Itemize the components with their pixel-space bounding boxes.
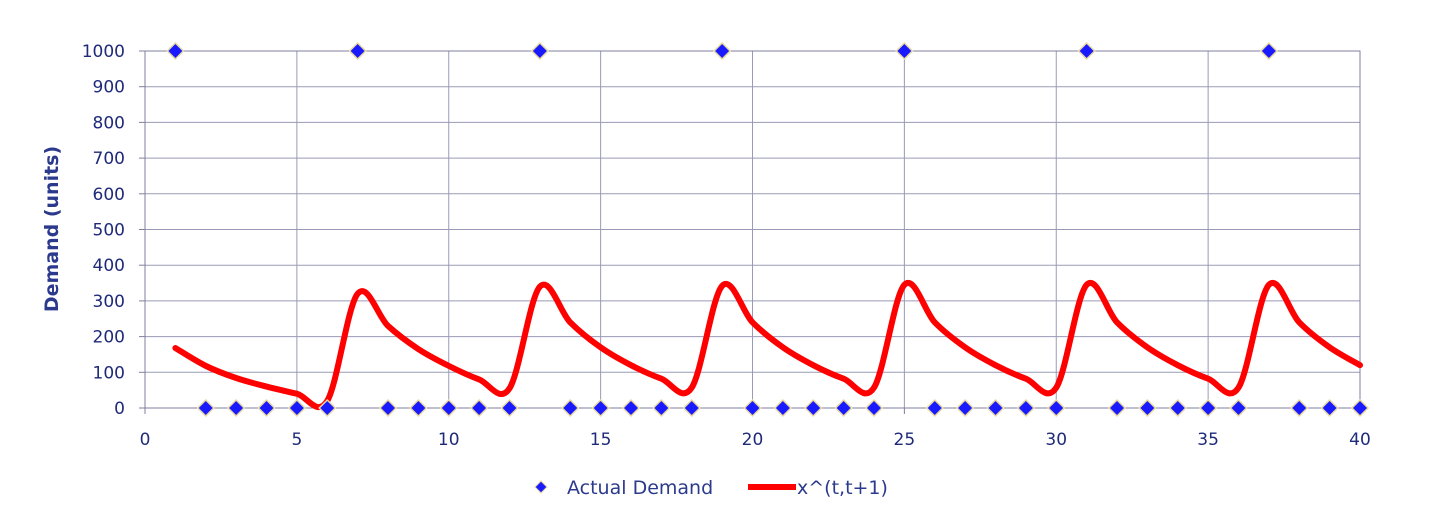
- y-tick-label: 1000: [82, 42, 125, 62]
- actual-demand-point: [530, 41, 549, 61]
- x-tick-label: 0: [140, 430, 151, 450]
- y-axis-title: Demand (units): [41, 146, 63, 312]
- actual-demand-point: [1047, 398, 1066, 418]
- actual-demand-point: [470, 398, 489, 418]
- actual-demand-point: [1077, 41, 1096, 61]
- actual-demand-point: [1229, 398, 1248, 418]
- legend-label-actual-demand: Actual Demand: [567, 477, 713, 499]
- y-tick-label: 0: [114, 399, 125, 419]
- series-line-layer: [172, 279, 1363, 411]
- actual-demand-point: [621, 398, 641, 418]
- y-tick-label: 500: [93, 221, 125, 241]
- forecast-line: [172, 279, 1363, 411]
- x-tick-label: 30: [1045, 430, 1067, 450]
- legend-label-forecast: x^(t,t+1): [797, 477, 888, 499]
- actual-demand-point: [378, 398, 398, 418]
- actual-demand-point: [227, 398, 246, 418]
- actual-demand-point: [682, 398, 701, 418]
- actual-demand-point: [287, 398, 306, 418]
- actual-demand-point: [318, 398, 337, 418]
- actual-demand-point: [1320, 398, 1339, 418]
- x-tick-label: 35: [1197, 430, 1219, 450]
- actual-demand-point: [500, 398, 519, 418]
- y-tick-label: 100: [93, 363, 125, 383]
- actual-demand-point: [1290, 398, 1309, 418]
- actual-demand-point: [713, 41, 732, 61]
- axes: 0 100 200 300 400 500 600 700 800 900 1000 0 5 10 15 20…: [82, 42, 1371, 450]
- actual-demand-point: [591, 398, 610, 418]
- actual-demand-point: [1199, 398, 1218, 418]
- actual-demand-point: [1107, 398, 1127, 418]
- x-tick-label: 20: [742, 430, 764, 450]
- actual-demand-point: [925, 398, 944, 418]
- actual-demand-point: [1016, 398, 1035, 418]
- x-tick-label: 15: [590, 430, 612, 450]
- actual-demand-point: [1259, 41, 1278, 61]
- actual-demand-point: [1350, 398, 1370, 418]
- y-tick-label: 300: [93, 292, 125, 312]
- x-tick-label: 25: [894, 430, 916, 450]
- actual-demand-point: [864, 398, 884, 418]
- x-tick-label: 40: [1349, 430, 1371, 450]
- y-tick-label: 400: [93, 256, 125, 276]
- y-tick-label: 700: [93, 149, 125, 169]
- actual-demand-point: [166, 41, 185, 61]
- y-tick-label: 900: [93, 78, 125, 98]
- series-marker-layer: [166, 41, 1370, 418]
- x-tick-label: 10: [438, 430, 460, 450]
- actual-demand-point: [1138, 398, 1157, 418]
- actual-demand-point: [743, 398, 762, 418]
- actual-demand-point: [956, 398, 975, 418]
- legend-diamond-icon: [534, 480, 548, 494]
- actual-demand-point: [348, 41, 367, 61]
- actual-demand-point: [409, 398, 428, 418]
- actual-demand-point: [834, 398, 853, 418]
- actual-demand-point: [652, 398, 671, 418]
- actual-demand-point: [773, 398, 792, 418]
- actual-demand-point: [196, 398, 215, 418]
- y-tick-label: 200: [93, 328, 125, 348]
- actual-demand-point: [1168, 398, 1187, 418]
- actual-demand-point: [986, 398, 1005, 418]
- actual-demand-point: [804, 398, 823, 418]
- actual-demand-point: [439, 398, 458, 418]
- legend-item-forecast: x^(t,t+1): [748, 477, 888, 499]
- x-tick-label: 5: [291, 430, 302, 450]
- actual-demand-point: [895, 41, 914, 61]
- legend-item-actual-demand: Actual Demand: [534, 477, 713, 499]
- y-tick-label: 600: [93, 185, 125, 205]
- legend: Actual Demand x^(t,t+1): [534, 477, 888, 499]
- actual-demand-point: [257, 398, 276, 418]
- actual-demand-point: [561, 398, 580, 418]
- y-tick-label: 800: [93, 113, 125, 133]
